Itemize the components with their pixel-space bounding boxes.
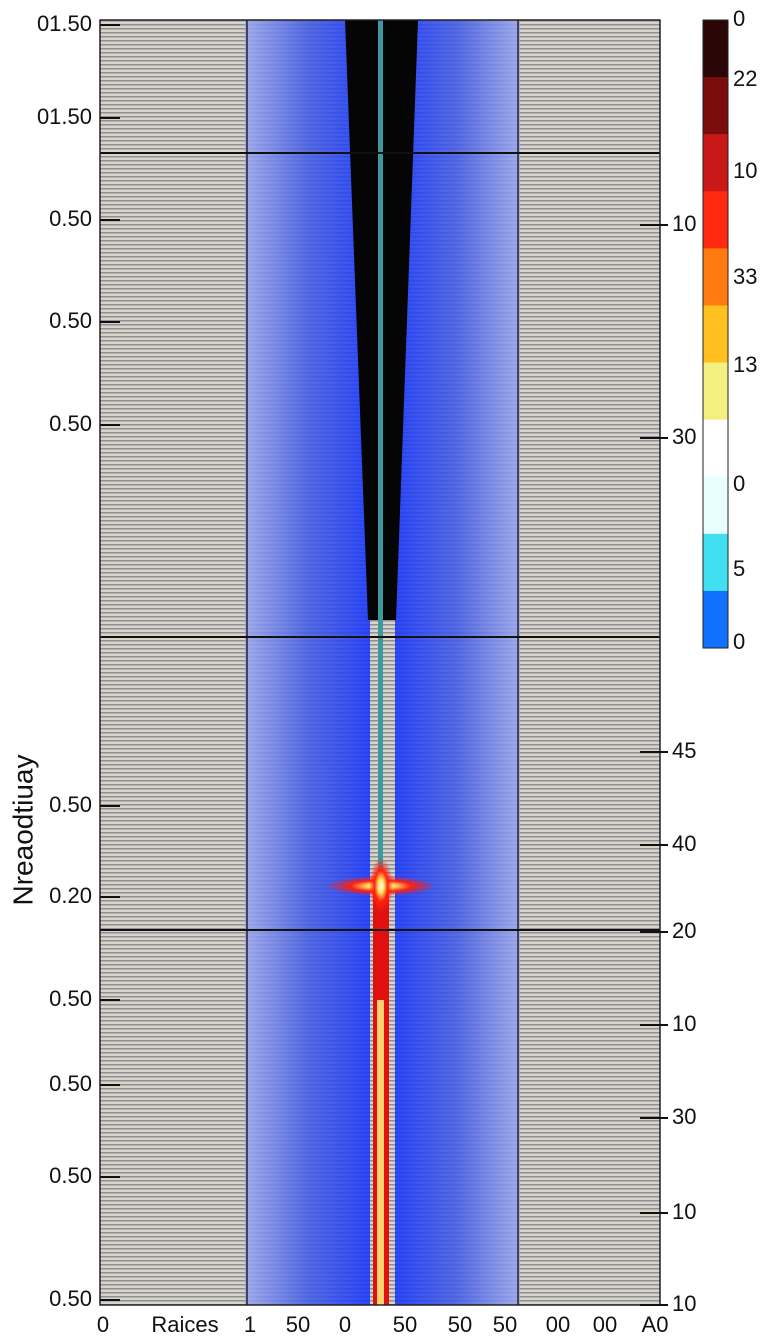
colorbar-label: 5 xyxy=(733,556,745,581)
band xyxy=(395,20,520,1305)
colorbar-segment xyxy=(703,20,728,78)
right-tick-label: 40 xyxy=(672,831,696,856)
bottom-tick-label: 00 xyxy=(593,1312,617,1337)
bottom-tick-label: 00 xyxy=(546,1312,570,1337)
right-tick-label: 10 xyxy=(672,1011,696,1036)
colorbar-segment xyxy=(703,533,728,592)
left-tick-label: 0.20 xyxy=(49,883,92,908)
bottom-tick-label: 0 xyxy=(339,1312,351,1337)
colorbar-segment xyxy=(703,305,728,364)
right-tick-label: 45 xyxy=(672,738,696,763)
colorbar-segment xyxy=(703,77,728,135)
bottom-tick-label: A0 xyxy=(642,1312,669,1337)
colorbar-segment xyxy=(703,134,728,192)
bottom-tick-label: 1 xyxy=(244,1312,256,1337)
left-tick-label: 0.50 xyxy=(49,1286,92,1311)
left-tick-label: 0.50 xyxy=(49,1071,92,1096)
left-tick-label: 01.50 xyxy=(37,11,92,36)
hot-core xyxy=(377,1000,384,1305)
band xyxy=(245,20,370,1305)
left-tick-label: 0.50 xyxy=(49,986,92,1011)
right-tick-label: 30 xyxy=(672,1104,696,1129)
bottom-tick-label: 50 xyxy=(448,1312,472,1337)
bottom-tick-label: 0 xyxy=(97,1312,109,1337)
bottom-tick-label: 50 xyxy=(286,1312,310,1337)
colorbar-label: 10 xyxy=(733,158,757,183)
plot-frame xyxy=(99,19,661,1306)
bottom-tick-label: 50 xyxy=(393,1312,417,1337)
colorbar-frame xyxy=(702,19,729,649)
colorbar-label: 0 xyxy=(733,629,745,654)
left-tick-label: 0.50 xyxy=(49,206,92,231)
colorbar-segment xyxy=(703,191,728,249)
colorbar-segment xyxy=(703,476,728,535)
right-tick-label: 10 xyxy=(672,1291,696,1316)
left-tick-label: 0.50 xyxy=(49,308,92,333)
right-tick-label: 20 xyxy=(672,918,696,943)
y-axis-label: Nreaodtiuay xyxy=(7,755,38,906)
colorbar-segment xyxy=(703,419,728,478)
right-tick-label: 10 xyxy=(672,1199,696,1224)
bottom-tick-label: 50 xyxy=(493,1312,517,1337)
colorbar-label: 33 xyxy=(733,264,757,289)
colorbar-segment xyxy=(703,590,728,649)
left-tick-label: 01.50 xyxy=(37,104,92,129)
colorbar-label: 0 xyxy=(733,6,745,31)
colorbar-segment xyxy=(703,248,728,306)
right-tick-label: 10 xyxy=(672,211,696,236)
colorbar-label: 22 xyxy=(733,66,757,91)
flare xyxy=(369,858,393,914)
left-tick-label: 0.50 xyxy=(49,792,92,817)
left-tick-label: 0.50 xyxy=(49,411,92,436)
left-tick-label: 0.50 xyxy=(49,1163,92,1188)
right-tick-label: 30 xyxy=(672,424,696,449)
center-line xyxy=(378,20,383,1305)
colorbar-label: 0 xyxy=(733,471,745,496)
heatmap xyxy=(99,19,661,1306)
colorbar-label: 13 xyxy=(733,352,757,377)
colorbar: 0 22 10 33 13 0 5 0 xyxy=(702,6,757,654)
colorbar-segment xyxy=(703,362,728,421)
bottom-tick-label: Raices xyxy=(151,1312,218,1337)
